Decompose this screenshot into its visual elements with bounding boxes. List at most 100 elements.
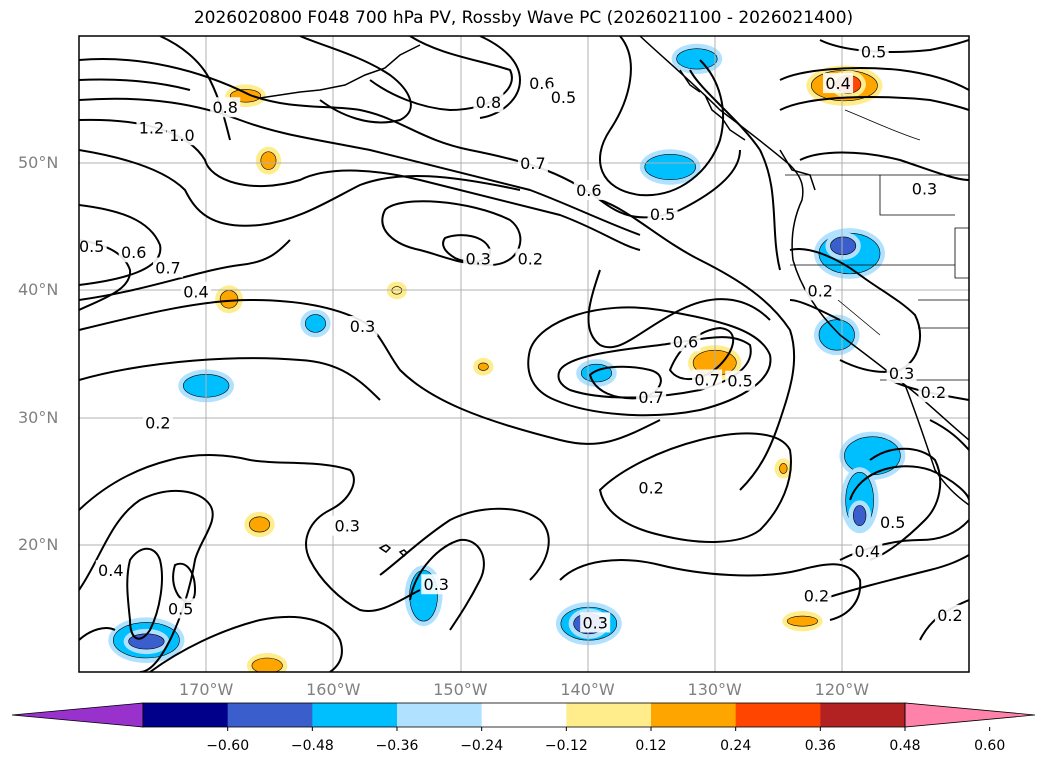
contour-label-bg — [852, 541, 883, 562]
latitude-tick-label: 20°N — [18, 534, 59, 554]
colorbar-segment — [735, 703, 821, 727]
contour-label: 0.6 — [121, 243, 146, 262]
longitude-tick-label: 130°W — [687, 680, 742, 699]
contour-label: 0.3 — [889, 364, 914, 383]
contour-label: 0.5 — [650, 205, 675, 224]
contour-label: 0.2 — [518, 250, 543, 269]
colorbar-extend-min — [11, 702, 144, 728]
anomaly-patch — [260, 151, 277, 170]
contour-label-bg — [515, 248, 546, 269]
contour-label: 0.2 — [638, 479, 663, 498]
contour-label-bg — [517, 153, 548, 174]
contour-label-bg — [136, 117, 167, 138]
contour-label-bg — [805, 280, 836, 301]
contour-label-bg — [421, 574, 452, 595]
contour-label: 0.7 — [638, 388, 663, 407]
contour-label: 0.7 — [155, 259, 180, 278]
colorbar-segment — [143, 703, 229, 727]
colorbar-frame — [142, 702, 906, 728]
contour-label: 0.3 — [466, 250, 491, 269]
contour-label: 0.2 — [145, 414, 170, 433]
anomaly-patch — [786, 615, 819, 627]
contour-label-bg — [463, 248, 494, 269]
longitude-tick-label: 150°W — [433, 680, 488, 699]
contour-label: 0.5 — [79, 237, 104, 256]
contour-label-bg — [580, 612, 611, 633]
contour-label: 0.4 — [183, 283, 208, 302]
contour-label-bg — [548, 87, 579, 108]
contour-label-bg — [877, 511, 908, 532]
contour-label-bg — [692, 369, 723, 390]
contour-label: 0.3 — [424, 575, 449, 594]
colorbar-segment — [312, 703, 398, 727]
contour-label-bg — [165, 598, 196, 619]
contour-label: 0.3 — [350, 317, 375, 336]
contour-label-bg — [118, 242, 149, 263]
longitude-tick-label: 170°W — [178, 680, 234, 699]
contour-label: 1.2 — [139, 119, 164, 138]
colorbar-tick-label: −0.48 — [290, 738, 334, 754]
contour-label: 0.6 — [576, 181, 601, 200]
longitude-tick-label: 140°W — [560, 680, 615, 699]
anomaly-patch — [853, 505, 867, 527]
contour-label-bg — [918, 382, 949, 403]
contour-label-bg — [332, 515, 363, 536]
contour-label: 0.5 — [727, 372, 752, 391]
contour-label: 0.2 — [804, 587, 829, 606]
map-title: 2026020800 F048 700 hPa PV, Rossby Wave … — [193, 8, 854, 28]
latitude-tick-label: 40°N — [18, 280, 59, 300]
contour-label: 0.8 — [476, 93, 501, 112]
contour-label: 0.3 — [582, 613, 607, 632]
contour-label-bg — [934, 604, 965, 625]
contour-label: 0.4 — [825, 74, 850, 93]
contour-label: 0.3 — [912, 180, 937, 199]
colorbar-tick-label: 0.48 — [889, 738, 921, 754]
contour-label-bg — [347, 316, 378, 337]
contour-label: 0.5 — [551, 88, 576, 107]
contour-label-bg — [909, 178, 940, 199]
contour-label-bg — [647, 204, 678, 225]
latitude-tick-label: 50°N — [18, 153, 59, 173]
contour-label-bg — [573, 179, 604, 200]
contour-label-bg — [210, 97, 241, 118]
colorbar-tick-label: 0.36 — [804, 738, 836, 754]
contour-label-bg — [886, 363, 917, 384]
contour-label: 0.8 — [212, 98, 237, 117]
contour-label: 0.5 — [861, 42, 886, 61]
longitude-tick-label: 160°W — [306, 680, 361, 699]
colorbar-tick-label: −0.36 — [375, 738, 419, 754]
contour-label: 0.6 — [673, 332, 698, 351]
colorbar-segment — [481, 703, 567, 727]
contour-label: 0.2 — [808, 281, 833, 300]
pv-contours — [79, 36, 969, 672]
colorbar-tick-label: −0.12 — [544, 738, 588, 754]
gridlines — [79, 36, 969, 672]
anomaly-patch — [779, 463, 788, 474]
colorbar-tick-label: −0.60 — [206, 738, 250, 754]
borders — [785, 109, 969, 381]
contour-labels: 0.50.40.60.50.80.81.2 1.00.70.60.50.30.5 0… — [79, 41, 965, 633]
contour-label: 0.5 — [880, 513, 905, 532]
anomaly-patch — [818, 319, 855, 351]
contour-label-bg — [142, 412, 173, 433]
contour-label: 0.2 — [937, 606, 962, 625]
contour-label: 0.7 — [520, 154, 545, 173]
contour-label-bg — [473, 92, 504, 113]
colorbar-extend-max — [904, 702, 1036, 728]
colorbar-segment — [820, 703, 906, 727]
map-frame — [78, 35, 970, 673]
contour-label-bg — [823, 73, 854, 94]
contour-label-bg — [801, 585, 832, 606]
contour-label: 0.4 — [855, 542, 880, 561]
contour-label: 0.6 — [529, 74, 554, 93]
anomaly-patch — [249, 516, 271, 533]
anomaly-patch — [644, 153, 696, 181]
colorbar-segment — [566, 703, 652, 727]
anomaly-patch — [844, 436, 901, 476]
colorbar — [11, 702, 1036, 731]
latitude-tick-label: 30°N — [18, 407, 59, 427]
contour-label: 0.5 — [168, 599, 193, 618]
colorbar-tick-label: 0.60 — [974, 738, 1006, 754]
contour-label: 0.3 — [335, 517, 360, 536]
